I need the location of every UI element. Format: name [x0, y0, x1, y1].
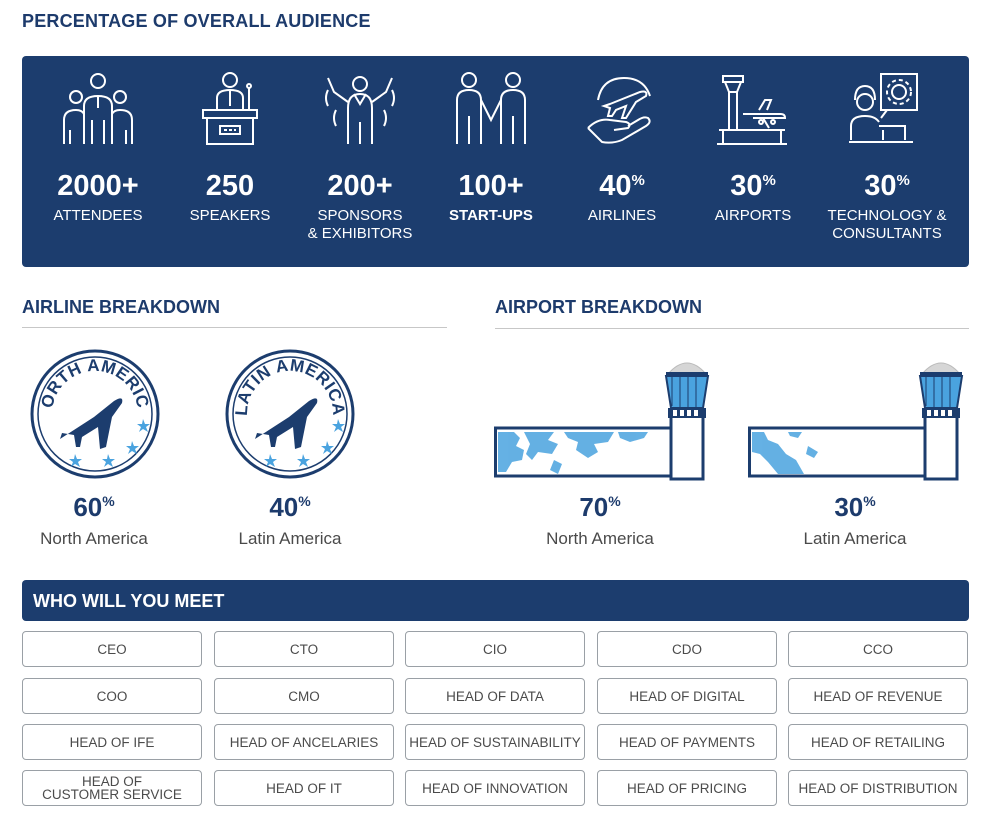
region-percent: 30%: [834, 492, 876, 522]
stat-airports: 30% AIRPORTS: [688, 56, 818, 267]
speaker-podium-icon: [165, 70, 295, 148]
role-tag: HEAD OF DISTRIBUTION: [788, 770, 968, 806]
role-tag: CIO: [405, 631, 585, 667]
stat-value: 30%: [730, 170, 776, 202]
role-tag: HEAD OF INNOVATION: [405, 770, 585, 806]
plane-hand-icon: [557, 70, 687, 148]
exhibitor-icon: [295, 70, 425, 148]
stat-label: TECHNOLOGY & CONSULTANTS: [827, 207, 947, 242]
stat-label: AIRPORTS: [714, 207, 792, 224]
region-name: North America: [40, 529, 148, 548]
stat-value: 30%: [864, 170, 910, 202]
role-tag: HEAD OF DIGITAL: [597, 678, 777, 714]
airport-region-north-america: 70% North America: [510, 492, 690, 549]
stat-speakers: 250 SPEAKERS: [165, 56, 295, 267]
airport-tower-icon: [688, 70, 818, 148]
airline-region-north-america: 60% North America: [4, 492, 184, 549]
audience-title: PERCENTAGE OF OVERALL AUDIENCE: [22, 11, 371, 31]
role-tag: HEAD OF IFE: [22, 724, 202, 760]
role-tag: HEAD OF SUSTAINABILITY: [405, 724, 585, 760]
role-tag: HEAD OF PAYMENTS: [597, 724, 777, 760]
stat-startups: 100+ START-UPS: [426, 56, 556, 267]
airline-region-latin-america: 40% Latin America: [200, 492, 380, 549]
airport-breakdown-title: AIRPORT BREAKDOWN: [495, 297, 702, 317]
role-tag: CCO: [788, 631, 968, 667]
region-percent: 70%: [579, 492, 621, 522]
airline-divider: [22, 327, 447, 328]
region-name: Latin America: [803, 529, 907, 548]
role-tag: HEAD OF DATA: [405, 678, 585, 714]
region-percent: 40%: [269, 492, 311, 522]
latin-america-badge-icon: LATIN AMERICA: [225, 349, 355, 479]
stat-value: 250: [205, 170, 255, 202]
role-tag: HEAD OF RETAILING: [788, 724, 968, 760]
role-tag: CDO: [597, 631, 777, 667]
airport-tower-latin-america-icon: [748, 362, 964, 481]
stat-sponsors: 200+ SPONSORS & EXHIBITORS: [295, 56, 425, 267]
meet-header: WHO WILL YOU MEET: [22, 580, 969, 621]
stat-value: 2000+: [57, 170, 139, 202]
stat-technology: 30% TECHNOLOGY & CONSULTANTS: [822, 56, 952, 267]
stat-label: SPONSORS & EXHIBITORS: [307, 207, 413, 242]
stat-attendees: 2000+ ATTENDEES: [33, 56, 163, 267]
airport-region-latin-america: 30% Latin America: [765, 492, 945, 549]
stat-label: SPEAKERS: [189, 207, 271, 224]
region-name: Latin America: [238, 529, 342, 548]
role-tag: CTO: [214, 631, 394, 667]
role-tag: HEAD OF REVENUE: [788, 678, 968, 714]
role-tag: COO: [22, 678, 202, 714]
airline-breakdown-title: AIRLINE BREAKDOWN: [22, 297, 220, 317]
stat-label: START-UPS: [449, 207, 533, 224]
people-group-icon: [33, 70, 163, 148]
region-percent: 60%: [73, 492, 115, 522]
stat-value: 100+: [458, 170, 524, 202]
role-tag: CMO: [214, 678, 394, 714]
airport-tower-north-america-icon: [494, 362, 710, 481]
role-tag: HEAD OF CUSTOMER SERVICE: [22, 770, 202, 806]
stat-value: 40%: [599, 170, 645, 202]
meet-title: WHO WILL YOU MEET: [33, 591, 225, 611]
audience-stats-panel: 2000+ ATTENDEES 250 SPEAKERS 200+ SPONSO…: [22, 56, 969, 267]
airport-divider: [495, 328, 969, 329]
role-tag: CEO: [22, 631, 202, 667]
role-tag: HEAD OF PRICING: [597, 770, 777, 806]
stat-label: AIRLINES: [587, 207, 657, 224]
handshake-icon: [426, 70, 556, 148]
stat-airlines: 40% AIRLINES: [557, 56, 687, 267]
stat-label: ATTENDEES: [53, 207, 143, 224]
role-tag: HEAD OF ANCELARIES: [214, 724, 394, 760]
consultant-gear-icon: [822, 70, 952, 148]
stat-value: 200+: [327, 170, 393, 202]
region-name: North America: [546, 529, 654, 548]
role-tag: HEAD OF IT: [214, 770, 394, 806]
